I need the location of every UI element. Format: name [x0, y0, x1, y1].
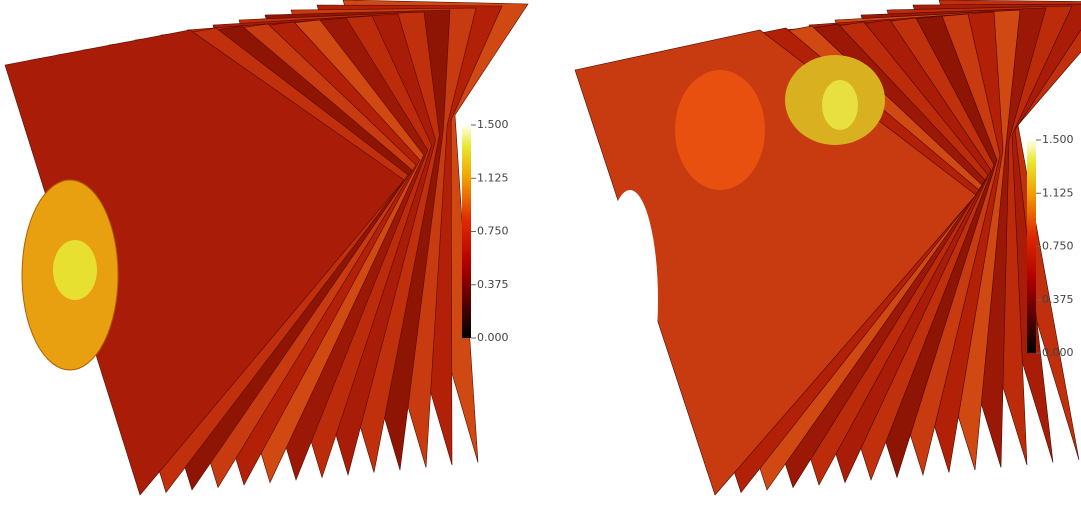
tick-label: 0.000 — [1042, 346, 1074, 359]
tick-label: 0.375 — [1042, 293, 1074, 306]
tick-label: 1.125 — [1042, 186, 1074, 199]
render-right — [575, 0, 1081, 495]
hole — [602, 190, 658, 410]
colorbar-gradient — [462, 125, 471, 338]
tick-label: 1.125 — [477, 171, 509, 184]
blob — [822, 80, 858, 130]
tick-label: 0.750 — [477, 225, 509, 238]
render-left — [5, 0, 528, 495]
colorbar: 0.000 0.375 0.750 1.125 1.500 — [462, 118, 509, 344]
tick-label: 0.750 — [1042, 240, 1074, 253]
tick-label: 1.500 — [1042, 133, 1074, 146]
tick-label: 1.500 — [477, 118, 509, 131]
ring-inner — [53, 240, 97, 300]
blob — [675, 70, 765, 190]
colorbar-gradient — [1027, 140, 1036, 353]
tick-label: 0.375 — [477, 278, 509, 291]
tick-label: 0.000 — [477, 331, 509, 344]
visualization: 0.000 0.375 0.750 1.125 1.500 0.000 0.375 0.750… — [0, 0, 1081, 506]
